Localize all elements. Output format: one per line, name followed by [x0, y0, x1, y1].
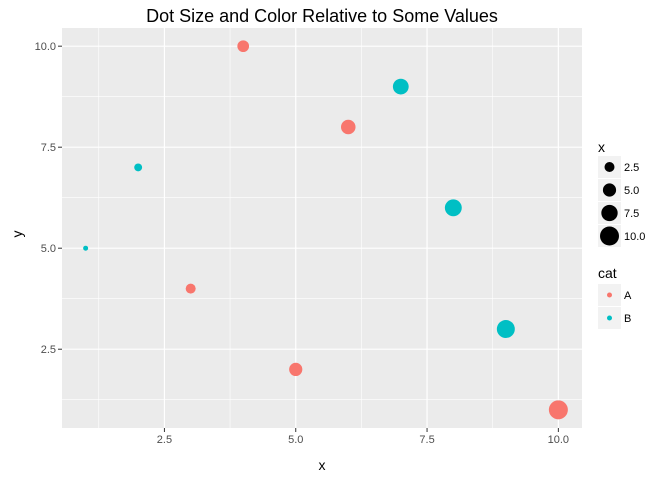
axes: 2.5 5.0 7.5 10.0 2.5 5.0 7.5 10.0: [35, 41, 569, 446]
chart-title: Dot Size and Color Relative to Some Valu…: [146, 6, 498, 26]
color-legend-title: cat: [598, 265, 617, 281]
y-tick-label: 7.5: [41, 142, 56, 154]
data-point-A: [548, 400, 568, 420]
color-legend-dot: [607, 315, 612, 321]
x-tick-label: 5.0: [288, 434, 303, 446]
x-axis-label: x: [319, 457, 326, 473]
size-legend-title: x: [598, 139, 605, 155]
y-axis-label: y: [9, 231, 25, 238]
y-tick-label: 2.5: [41, 344, 56, 356]
size-legend-label: 10.0: [624, 231, 645, 243]
legend: x cat 2.5 5.0 7.5 10.0 AB: [598, 139, 645, 329]
size-legend-dot: [600, 226, 619, 246]
data-point-B: [83, 245, 89, 251]
y-tick-label: 10.0: [35, 41, 56, 53]
size-legend-dot: [602, 183, 617, 197]
data-point-B: [444, 199, 462, 217]
data-point-A: [185, 283, 196, 294]
data-points: [83, 40, 568, 420]
x-tick-label: 10.0: [548, 434, 569, 446]
x-tick-label: 2.5: [157, 434, 172, 446]
data-point-A: [340, 119, 356, 135]
size-legend-label: 7.5: [624, 208, 639, 220]
size-legend-dot: [601, 204, 618, 222]
color-legend-label: B: [624, 313, 631, 325]
y-tick-label: 5.0: [41, 243, 56, 255]
x-tick-label: 7.5: [419, 434, 434, 446]
data-point-A: [237, 40, 250, 53]
size-legend-label: 2.5: [624, 162, 639, 174]
data-point-B: [134, 163, 143, 172]
color-legend-dot: [607, 292, 612, 298]
color-legend-label: A: [624, 290, 632, 302]
size-legend-dot: [604, 162, 615, 172]
size-legend-label: 5.0: [624, 185, 639, 197]
plot-panel: [62, 28, 582, 428]
gridlines: [62, 28, 582, 428]
data-point-A: [289, 362, 303, 377]
data-point-B: [496, 320, 515, 339]
data-point-B: [392, 78, 409, 95]
